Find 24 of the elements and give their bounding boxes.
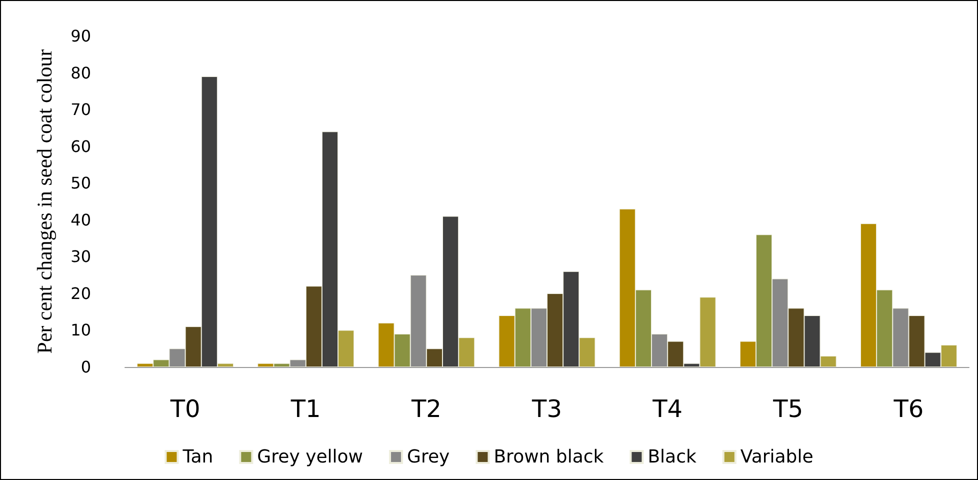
x-tick-label: T3: [531, 395, 562, 423]
y-axis-title: Per cent changes in seed coat colour: [32, 49, 56, 354]
x-tick-label: T2: [410, 395, 442, 423]
legend-label: Grey yellow: [257, 446, 364, 468]
y-tick-label: 90: [70, 26, 91, 46]
legend-label: Tan: [182, 446, 214, 468]
y-tick-label: 70: [70, 100, 91, 120]
x-tick-label: T4: [652, 395, 683, 423]
legend-label: Black: [648, 446, 697, 468]
y-tick-label: 40: [70, 210, 91, 230]
y-tick-label: 80: [70, 63, 91, 82]
legend-label: Grey: [407, 446, 450, 468]
y-tick-label: 0: [80, 358, 91, 376]
x-tick-label: T5: [772, 395, 804, 423]
y-tick-label: 20: [70, 284, 91, 303]
y-tick-label: 50: [70, 174, 91, 193]
x-tick-label: T1: [290, 395, 321, 423]
legend-label: Brown black: [494, 446, 604, 468]
y-tick-label: 30: [70, 247, 91, 266]
x-tick-label: T6: [892, 395, 924, 423]
legend-label: Variable: [740, 446, 814, 468]
y-tick-label: 10: [70, 320, 91, 340]
x-tick-label: T0: [169, 395, 200, 423]
y-tick-label: 60: [70, 136, 91, 156]
